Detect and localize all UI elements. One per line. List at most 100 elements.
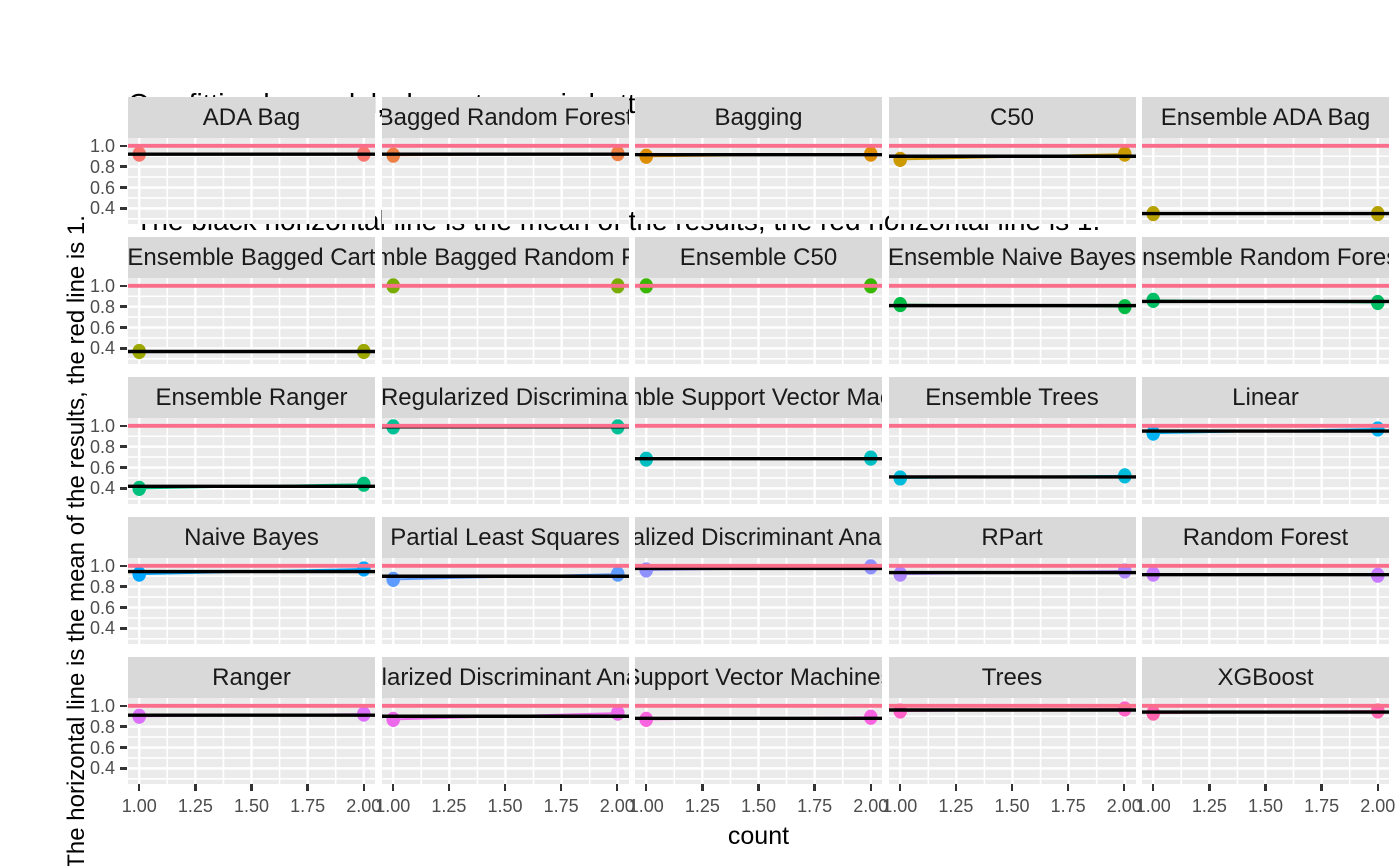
facet-strip: Naive Bayes: [128, 517, 375, 558]
y-tick-mark: [120, 564, 127, 567]
facet-strip-label: Ensemble Ranger: [155, 383, 348, 411]
x-tick-label: 2.00: [1360, 796, 1396, 816]
y-tick-mark: [120, 487, 127, 490]
x-tick-label: 1.25: [938, 796, 974, 816]
facet-strip: Linear: [1142, 377, 1389, 418]
y-tick-mark: [120, 585, 127, 588]
facet-strip-label: Partial Least Squares: [390, 523, 620, 551]
facet-strip-label: Ensemble Bagged Random Forest: [381, 243, 629, 271]
x-tick-mark: [1123, 784, 1126, 791]
y-tick-label: 0.8: [89, 716, 115, 737]
y-tick-mark: [120, 445, 127, 448]
x-tick-mark: [1320, 784, 1323, 791]
facet-strip-label: C50: [989, 103, 1035, 131]
data-point: [132, 480, 147, 496]
x-tick-mark: [813, 784, 816, 791]
facet-panel: [888, 138, 1136, 224]
y-tick-mark: [120, 326, 127, 329]
y-tick-label: 1.0: [89, 555, 115, 576]
x-tick-mark: [1208, 784, 1211, 791]
y-tick-label: 0.4: [89, 198, 115, 219]
x-tick-mark: [362, 784, 365, 791]
facet-strip-label: Ensemble Trees: [925, 383, 1099, 411]
x-axis-label: count: [727, 822, 790, 850]
x-tick-label: 1.25: [1191, 796, 1227, 816]
facet-panel: [1142, 418, 1389, 504]
y-tick-mark: [120, 144, 127, 147]
facet-strip: Ensemble Naive Bayes: [888, 237, 1136, 278]
facet-strip: Regularized Discriminant Analysis: [381, 657, 629, 698]
facet-strip: XGBoost: [1142, 657, 1389, 698]
data-point: [132, 566, 147, 582]
x-tick-mark: [645, 784, 648, 791]
facet-strip-label: Ensemble C50: [679, 243, 838, 271]
facet-strip: Ensemble Ranger: [128, 377, 375, 418]
data-point: [385, 571, 400, 587]
x-tick-label: 1.00: [375, 796, 411, 816]
facet-strip-label: Bagged Random Forest: [381, 103, 629, 131]
facet-strip: Penalized Discriminant Analysis: [635, 517, 882, 558]
facet-strip-label: XGBoost: [1217, 663, 1314, 691]
y-tick-label: 0.6: [89, 737, 115, 758]
y-tick-mark: [120, 767, 127, 770]
x-tick-label: 1.50: [1247, 796, 1284, 816]
y-tick-label: 0.6: [89, 317, 115, 338]
facet-panel: [128, 138, 375, 224]
x-tick-label: 1.00: [628, 796, 664, 816]
data-point: [1146, 425, 1161, 441]
x-tick-mark: [194, 784, 197, 791]
facet-strip-label: Linear: [1232, 383, 1299, 411]
facet-panel: [381, 138, 629, 224]
y-tick-mark: [120, 627, 127, 630]
facet-panel: [635, 418, 882, 504]
facet-panel: [888, 278, 1136, 364]
x-tick-label: 2.00: [1106, 796, 1142, 816]
x-tick-label: 1.50: [233, 796, 270, 816]
facet-strip-label: Ensemble Support Vector Machines: [635, 383, 882, 411]
y-tick-mark: [120, 347, 127, 350]
x-tick-mark: [559, 784, 563, 791]
facet-strip-label: Regularized Discriminant Analysis: [381, 663, 629, 691]
y-tick-label: 1.0: [89, 135, 115, 156]
x-tick-label: 2.00: [853, 796, 889, 816]
data-point: [610, 705, 625, 721]
facet-panel: [1142, 138, 1389, 224]
facet-strip: Bagging: [635, 97, 882, 138]
y-tick-mark: [120, 704, 127, 707]
facet-strip-label: Ranger: [212, 663, 291, 691]
x-tick-label: 1.75: [1050, 796, 1086, 816]
facet-strip-label: Trees: [981, 663, 1043, 691]
x-tick-mark: [1264, 784, 1267, 791]
facet-panel: [888, 418, 1136, 504]
y-tick-label: 1.0: [89, 415, 115, 436]
y-tick-mark: [120, 746, 127, 749]
facet-strip-label: RPart: [981, 523, 1043, 551]
x-tick-label: 1.50: [487, 796, 523, 816]
data-point: [356, 561, 371, 577]
x-tick-mark: [391, 784, 394, 791]
x-tick-mark: [1152, 784, 1155, 791]
x-tick-mark: [616, 784, 619, 791]
facet-strip: Ensemble ADA Bag: [1142, 97, 1389, 138]
x-tick-label: 1.75: [797, 796, 833, 816]
x-tick-mark: [503, 784, 507, 791]
facet-panel: [128, 278, 375, 364]
facet-panel: [381, 698, 629, 784]
x-tick-mark: [1066, 784, 1070, 791]
facet-panel: [128, 698, 375, 784]
x-tick-mark: [447, 784, 451, 791]
facet-strip: Ensemble Support Vector Machines: [635, 377, 882, 418]
x-tick-label: 1.50: [994, 796, 1030, 816]
x-tick-mark: [701, 784, 704, 791]
facet-panel: [1142, 698, 1389, 784]
facet-strip-label: ADA Bag: [202, 103, 301, 131]
facet-panel: [128, 558, 375, 644]
x-tick-mark: [1010, 784, 1014, 791]
facet-panel: [128, 418, 375, 504]
x-tick-label: 1.50: [740, 796, 777, 816]
y-tick-mark: [120, 305, 127, 308]
y-tick-mark: [120, 424, 127, 427]
facet-strip: ADA Bag: [128, 97, 375, 138]
x-tick-label: 1.75: [1304, 796, 1340, 816]
